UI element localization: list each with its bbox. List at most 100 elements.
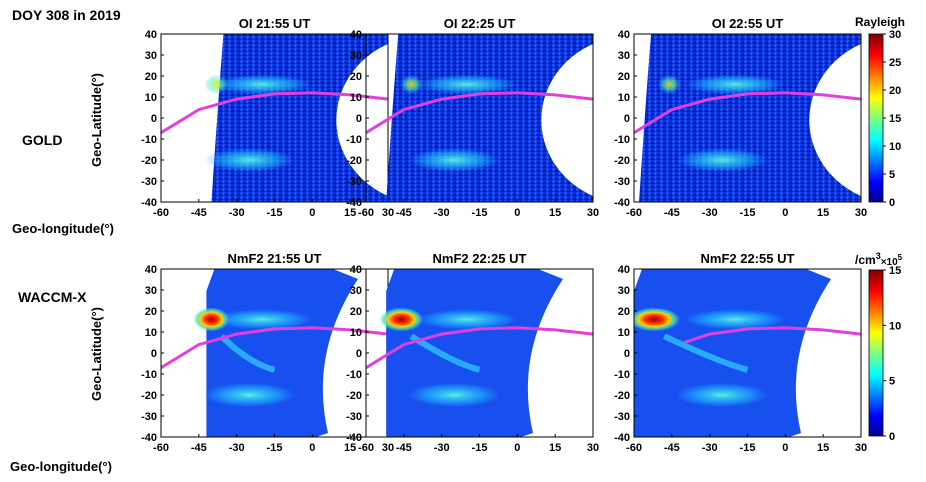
y-tick-label: 10 bbox=[618, 92, 630, 104]
x-tick-label: -15 bbox=[472, 207, 488, 219]
x-tick-label: -45 bbox=[396, 442, 412, 454]
y-tick-label: -40 bbox=[141, 432, 157, 444]
x-tick-label: 30 bbox=[855, 442, 867, 454]
colorbar-tick-label: 20 bbox=[889, 85, 901, 97]
x-tick-label: 0 bbox=[309, 442, 315, 454]
colorbar-tick-label: 15 bbox=[889, 265, 901, 277]
x-tick-label: 0 bbox=[514, 442, 520, 454]
y-tick-label: 40 bbox=[350, 264, 362, 276]
y-tick-label: 30 bbox=[145, 285, 157, 297]
x-tick-label: 30 bbox=[587, 442, 599, 454]
colorbar-tick-label: 10 bbox=[889, 320, 901, 332]
row-label-gold: GOLD bbox=[22, 132, 62, 148]
colorbar-tick-label: 0 bbox=[889, 431, 895, 443]
y-tick-label: 30 bbox=[350, 285, 362, 297]
x-tick-label: -60 bbox=[626, 207, 642, 219]
panel-1: OI 21:55 UT -60 -45 -30 -15 0 15 30 40 30 20 10 0 -10… bbox=[141, 16, 394, 219]
panel-5: NmF2 22:25 UT -60 -45 -30 -15 0 15 30 40 30 20 10 0 -… bbox=[346, 251, 599, 454]
peak-region bbox=[379, 307, 424, 332]
y-tick-label: -20 bbox=[346, 390, 362, 402]
x-tick-label: 30 bbox=[382, 207, 394, 219]
x-tick-label: 0 bbox=[514, 207, 520, 219]
y-tick-label: 20 bbox=[145, 306, 157, 318]
y-tick-label: -30 bbox=[346, 176, 362, 188]
figure-heading: DOY 308 in 2019 bbox=[12, 7, 121, 23]
x-tick-label: 0 bbox=[309, 207, 315, 219]
magnetic-equator-line bbox=[161, 326, 388, 369]
y-tick-label: -40 bbox=[346, 197, 362, 209]
colorbar-tick-label: 10 bbox=[889, 141, 901, 153]
southern-crest bbox=[676, 383, 768, 407]
magnetic-equator-line bbox=[366, 326, 593, 369]
y-tick-label: 10 bbox=[618, 327, 630, 339]
x-tick-label: -60 bbox=[358, 207, 374, 219]
y-tick-label: -10 bbox=[346, 134, 362, 146]
x-tick-label: -30 bbox=[702, 207, 718, 219]
heatmap-coverage bbox=[206, 269, 358, 437]
heatmap-coverage bbox=[386, 269, 563, 437]
x-tick-label: 15 bbox=[549, 442, 561, 454]
y-tick-label: 20 bbox=[145, 71, 157, 83]
x-tick-label: -30 bbox=[229, 207, 245, 219]
colorbar-top-gradient bbox=[868, 33, 884, 203]
y-tick-label: -20 bbox=[141, 390, 157, 402]
panel-title: OI 22:55 UT bbox=[712, 16, 784, 31]
x-tick-label: -15 bbox=[472, 442, 488, 454]
y-tick-label: 20 bbox=[350, 71, 362, 83]
x-tick-label: 15 bbox=[344, 207, 356, 219]
y-tick-label: 30 bbox=[350, 50, 362, 62]
x-tick-label: -60 bbox=[358, 442, 374, 454]
y-tick-label: -20 bbox=[614, 155, 630, 167]
x-tick-label: -15 bbox=[267, 442, 283, 454]
y-tick-label: -40 bbox=[141, 197, 157, 209]
x-tick-label: 0 bbox=[782, 442, 788, 454]
colorbar-bottom: /cm3×105 0 5 10 15 bbox=[855, 251, 903, 443]
southern-band bbox=[662, 333, 749, 373]
x-tick-label: -45 bbox=[191, 442, 207, 454]
x-tick-label: 15 bbox=[817, 207, 829, 219]
y-tick-label: 10 bbox=[350, 92, 362, 104]
y-tick-label: 20 bbox=[350, 306, 362, 318]
peak-region bbox=[657, 74, 682, 95]
colorbar-tick-label: 15 bbox=[889, 113, 901, 125]
ylabel-bottom: Geo-Latitude(°) bbox=[89, 307, 104, 401]
x-tick-label: 30 bbox=[855, 207, 867, 219]
colorbar-tick-label: 25 bbox=[889, 57, 901, 69]
southern-crest bbox=[203, 148, 295, 172]
x-tick-label: -15 bbox=[740, 207, 756, 219]
y-tick-label: 10 bbox=[350, 327, 362, 339]
x-tick-label: -30 bbox=[434, 207, 450, 219]
x-tick-label: 15 bbox=[344, 442, 356, 454]
panel-3: OI 22:55 UT -60 -45 -30 -15 0 15 30 40 30 20 10 0 -10… bbox=[614, 16, 867, 219]
ylabel-top: Geo-Latitude(°) bbox=[89, 73, 104, 167]
x-tick-label: 15 bbox=[549, 207, 561, 219]
magnetic-equator-line bbox=[366, 91, 593, 134]
heatmap-coverage bbox=[634, 269, 831, 437]
y-tick-label: 0 bbox=[356, 113, 362, 125]
xlabel-top: Geo-longitude(°) bbox=[12, 221, 114, 236]
colorbar-top: Rayleigh 0 5 10 15 20 25 30 bbox=[855, 15, 905, 209]
panel-2: OI 22:25 UT -60 -45 -30 -15 0 15 30 40 30 20 10 0 -10… bbox=[346, 16, 599, 219]
southern-crest bbox=[408, 383, 500, 407]
x-tick-label: -30 bbox=[434, 442, 450, 454]
x-tick-label: 30 bbox=[587, 207, 599, 219]
y-tick-label: -20 bbox=[614, 390, 630, 402]
y-tick-label: 30 bbox=[618, 285, 630, 297]
northern-crest bbox=[684, 309, 785, 330]
x-tick-label: -45 bbox=[664, 442, 680, 454]
colorbar-tick-label: 5 bbox=[889, 169, 895, 181]
y-tick-label: -40 bbox=[614, 432, 630, 444]
x-tick-label: 30 bbox=[382, 442, 394, 454]
peak-region bbox=[193, 307, 230, 332]
x-tick-label: -60 bbox=[153, 207, 169, 219]
panel-title: NmF2 21:55 UT bbox=[228, 251, 322, 266]
y-tick-label: 0 bbox=[356, 348, 362, 360]
y-tick-label: 10 bbox=[145, 327, 157, 339]
y-tick-label: -10 bbox=[614, 134, 630, 146]
peak-region bbox=[399, 74, 424, 95]
y-tick-label: -30 bbox=[141, 176, 157, 188]
y-tick-label: 30 bbox=[618, 50, 630, 62]
y-tick-label: 40 bbox=[350, 29, 362, 41]
y-tick-label: 30 bbox=[145, 50, 157, 62]
